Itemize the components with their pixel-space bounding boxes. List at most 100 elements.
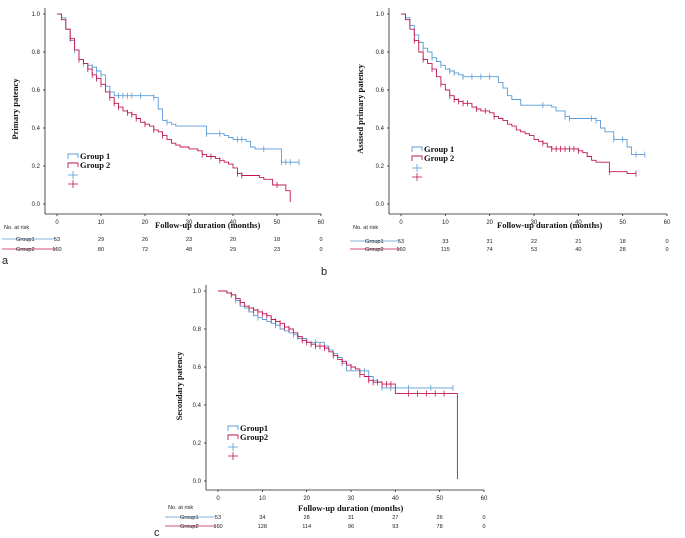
- legend-label: Group 1: [80, 151, 110, 161]
- risk-value: 27: [392, 515, 398, 521]
- x-axis-title: Follow-up duration (months): [298, 503, 403, 513]
- x-tick-label: 40: [575, 220, 582, 226]
- risk-value: 0: [665, 239, 668, 245]
- risk-value: 160: [52, 247, 61, 253]
- legend-label: Group2: [240, 432, 268, 442]
- y-axis-title: Primary patency: [10, 78, 20, 140]
- y-tick-label: 0.2: [193, 441, 202, 447]
- risk-value: 114: [302, 524, 311, 530]
- risk-value: 93: [392, 524, 398, 530]
- risk-value: 115: [441, 247, 450, 253]
- y-tick-label: 1.0: [32, 12, 41, 18]
- legend-swatch-1: [67, 153, 79, 159]
- x-tick-label: 10: [442, 220, 449, 226]
- risk-row-label: Group2: [180, 524, 199, 530]
- y-tick-label: 0.0: [193, 479, 202, 485]
- y-tick-label: 0.4: [193, 403, 202, 409]
- risk-value: 33: [442, 239, 448, 245]
- legend-label: Group1: [240, 423, 268, 433]
- risk-value: 18: [274, 237, 280, 243]
- risk-value: 23: [274, 247, 280, 253]
- y-tick-label: 1.0: [376, 12, 385, 18]
- y-tick-label: 1.0: [193, 289, 202, 295]
- risk-header: No. at risk: [353, 225, 378, 231]
- legend-swatch-1: [411, 146, 423, 152]
- risk-value: 28: [620, 247, 626, 253]
- risk-value: 128: [258, 524, 267, 530]
- x-tick-label: 60: [318, 220, 325, 226]
- x-tick-label: 0: [55, 220, 59, 226]
- y-axis-title: Assised primary patency: [355, 63, 365, 153]
- risk-value: 34: [259, 515, 265, 521]
- x-tick-label: 40: [230, 220, 237, 226]
- x-tick-label: 30: [348, 496, 355, 502]
- legend-label: Group 2: [424, 153, 454, 163]
- x-tick-label: 0: [399, 220, 403, 226]
- risk-value: 72: [142, 247, 148, 253]
- axes: [387, 8, 668, 216]
- risk-value: 0: [482, 524, 485, 530]
- y-tick-label: 0.6: [32, 88, 41, 94]
- y-tick-label: 0.4: [32, 126, 41, 132]
- legend-label: Group 1: [424, 144, 454, 154]
- risk-value: 160: [396, 247, 405, 253]
- risk-value: 96: [348, 524, 354, 530]
- risk-table: No. at risk Group1 53 34 28 31 27 26 0 Group2 160 1…: [165, 505, 486, 530]
- x-tick-label: 20: [142, 220, 149, 226]
- risk-value: 22: [531, 239, 537, 245]
- series-line-1: [57, 13, 299, 163]
- x-tick-label: 60: [481, 496, 488, 502]
- y-tick-label: 0.0: [32, 202, 41, 208]
- series-line-2: [401, 13, 636, 175]
- risk-row-label: Group2: [365, 247, 384, 253]
- panel-letter: a: [2, 255, 9, 267]
- risk-value: 28: [304, 515, 310, 521]
- x-axis-title: Follow-up duration (months): [155, 220, 260, 230]
- risk-value: 26: [437, 515, 443, 521]
- x-tick-label: 30: [531, 220, 538, 226]
- series-line-2: [57, 13, 291, 203]
- y-axis-title: Secondary patency: [174, 351, 184, 420]
- x-tick-label: 10: [259, 496, 266, 502]
- legend-swatch-1: [227, 425, 239, 431]
- x-tick-label: 40: [392, 496, 399, 502]
- panel-letter: b: [321, 266, 327, 278]
- y-tick-label: 0.6: [193, 365, 202, 371]
- risk-row-label: Group2: [16, 247, 35, 253]
- series-line-1: [401, 13, 645, 156]
- y-tick-label: 0.8: [32, 50, 41, 56]
- x-tick-label: 20: [486, 220, 493, 226]
- x-tick-label: 60: [664, 220, 671, 226]
- y-tick-label: 0.2: [376, 164, 385, 170]
- risk-value: 26: [142, 237, 148, 243]
- risk-header: No. at risk: [4, 225, 29, 231]
- x-tick-label: 50: [274, 220, 281, 226]
- risk-value: 18: [620, 239, 626, 245]
- panel-letter: c: [154, 527, 160, 538]
- risk-value: 21: [575, 239, 581, 245]
- x-tick-label: 50: [436, 496, 443, 502]
- chart-panel-b: 0.0 0.2 0.4 0.6 0.8 1.0 0 10 20 30 40 50 60 Follow-up…: [321, 8, 671, 278]
- risk-value: 31: [487, 239, 493, 245]
- risk-value: 31: [348, 515, 354, 521]
- axes: [204, 285, 485, 492]
- legend-label: Group 2: [80, 160, 110, 170]
- x-tick-label: 0: [216, 496, 220, 502]
- risk-value: 53: [215, 515, 221, 521]
- risk-value: 160: [213, 524, 222, 530]
- risk-value: 0: [482, 515, 485, 521]
- risk-value: 78: [437, 524, 443, 530]
- risk-value: 53: [531, 247, 537, 253]
- risk-value: 0: [319, 237, 322, 243]
- risk-row-label: Group1: [365, 239, 384, 245]
- axes: [43, 8, 322, 216]
- y-tick-label: 0.6: [376, 88, 385, 94]
- risk-value: 40: [575, 247, 581, 253]
- y-tick-label: 0.8: [193, 327, 202, 333]
- risk-value: 80: [98, 247, 104, 253]
- risk-value: 53: [398, 239, 404, 245]
